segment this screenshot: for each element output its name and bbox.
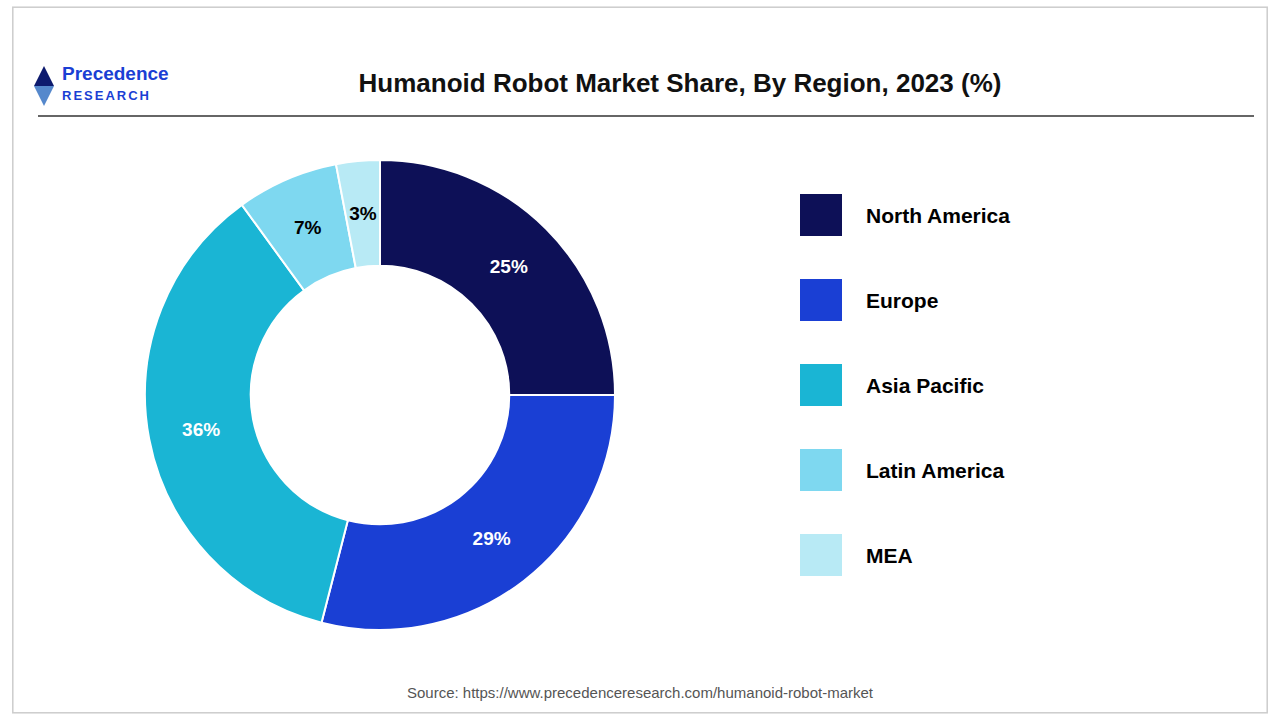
- chart-container: Precedence RESEARCH Humanoid Robot Market …: [0, 0, 1280, 720]
- legend-item: North America: [800, 194, 1010, 236]
- donut-slice: [322, 395, 615, 630]
- data-labels: 25% 29% 36% 7% 3%: [182, 203, 528, 549]
- data-label: 7%: [294, 217, 322, 238]
- legend-item: MEA: [800, 534, 913, 576]
- legend-swatch: [800, 449, 842, 491]
- legend: North America Europe Asia Pacific Latin Ame…: [800, 194, 1010, 576]
- logo-text: Precedence: [62, 63, 169, 84]
- legend-label: Latin America: [866, 459, 1004, 482]
- logo-icon: [34, 66, 54, 106]
- logo-triangle: [34, 66, 54, 86]
- legend-label: Europe: [866, 289, 938, 312]
- data-label: 29%: [473, 528, 511, 549]
- legend-swatch: [800, 364, 842, 406]
- logo-text: RESEARCH: [62, 88, 151, 103]
- legend-swatch: [800, 279, 842, 321]
- data-label: 25%: [490, 256, 528, 277]
- data-label: 3%: [349, 203, 377, 224]
- legend-label: Asia Pacific: [866, 374, 984, 397]
- legend-swatch: [800, 194, 842, 236]
- title: Humanoid Robot Market Share, By Region, …: [359, 68, 1002, 98]
- background: [0, 0, 1280, 720]
- legend-swatch: [800, 534, 842, 576]
- donut: [145, 160, 615, 630]
- legend-item: Asia Pacific: [800, 364, 984, 406]
- logo-triangle: [34, 86, 54, 106]
- source-note: Source: https://www.precedenceresearch.c…: [407, 684, 874, 701]
- border: [13, 7, 1267, 713]
- legend-label: MEA: [866, 544, 913, 567]
- legend-label: North America: [866, 204, 1010, 227]
- chart-svg: Precedence RESEARCH Humanoid Robot Market …: [0, 0, 1280, 720]
- donut-slice: [380, 160, 615, 395]
- title-divider: [38, 115, 1254, 117]
- data-label: 36%: [182, 419, 220, 440]
- legend-item: Europe: [800, 279, 938, 321]
- donut-slice: [336, 160, 380, 268]
- legend-item: Latin America: [800, 449, 1004, 491]
